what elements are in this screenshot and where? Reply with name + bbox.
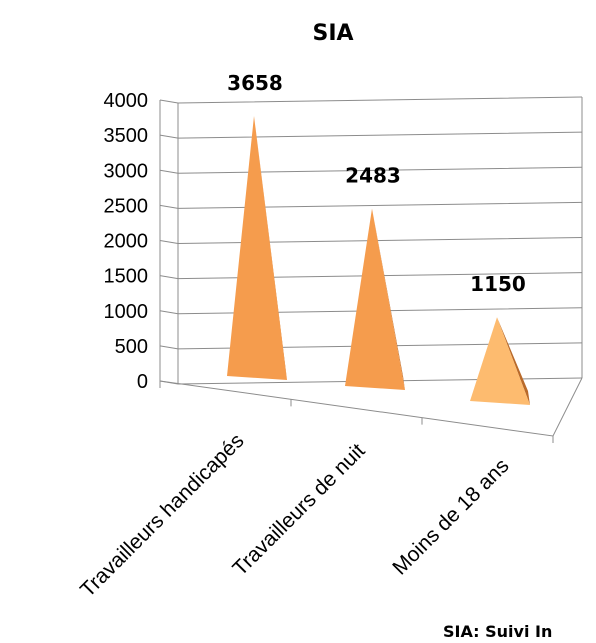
y-axis-ticks: 0 500 1000 1500 2000 2500 3000 3500 4000 (104, 90, 149, 393)
y-tick-label: 3000 (104, 160, 149, 182)
data-label: 3658 (227, 71, 283, 95)
gridline (159, 96, 583, 104)
bars (227, 116, 530, 405)
gridlines (159, 96, 583, 443)
chart-title: SIA (312, 21, 353, 46)
pyramid-right-face (372, 208, 405, 390)
y-tick-label: 1000 (104, 301, 149, 323)
data-label: 2483 (345, 164, 401, 188)
bar (470, 317, 530, 405)
data-label: 1150 (470, 272, 526, 296)
y-tick-label: 2500 (104, 195, 149, 217)
category-label: Moins de 18 ans (388, 454, 513, 579)
pyramid-front-face (345, 208, 405, 390)
bar (227, 116, 287, 380)
gridline (159, 201, 583, 209)
category-label: Travailleurs de nuit (228, 439, 369, 580)
data-labels: 3658 2483 1150 (227, 71, 526, 296)
y-tick-label: 4000 (104, 90, 149, 112)
pyramid-right-face (254, 116, 287, 380)
category-label: Travailleurs handicapés (76, 429, 249, 602)
y-tick-label: 500 (115, 336, 148, 358)
pyramid-front-face (227, 116, 287, 380)
pyramid-right-face (497, 317, 530, 405)
gridline (159, 131, 583, 139)
y-tick-label: 2000 (104, 231, 149, 253)
y-tick-label: 1500 (104, 266, 149, 288)
y-tick-label: 3500 (104, 125, 149, 147)
footnote: SIA: Suivi In (443, 622, 552, 641)
bar (345, 208, 405, 390)
pyramid-front-face (470, 317, 530, 405)
y-tick-label: 0 (137, 371, 148, 393)
